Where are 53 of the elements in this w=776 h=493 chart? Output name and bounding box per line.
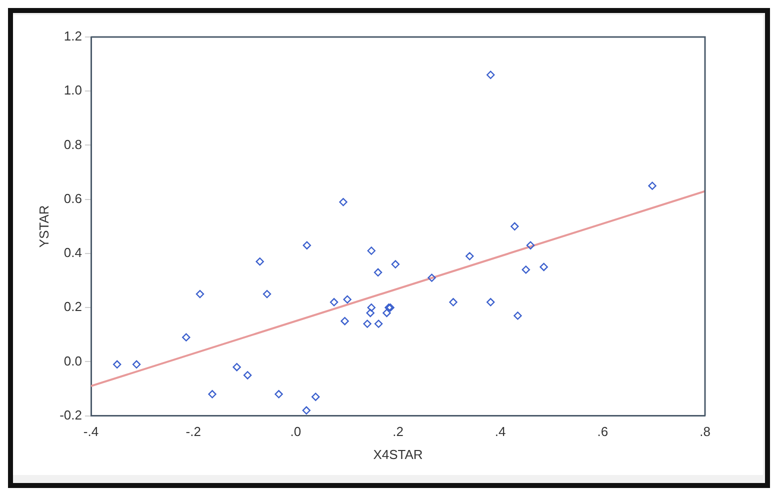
point: [367, 303, 376, 312]
point: [374, 320, 383, 328]
y-tick-label: 0.8: [64, 136, 82, 152]
point: [330, 298, 338, 306]
point: [382, 308, 391, 318]
point: [648, 182, 656, 190]
x-tick-label: .6: [597, 424, 608, 440]
y-tick-label: 0.0: [64, 353, 82, 368]
point: [540, 262, 548, 272]
x-tick-label: -.2: [186, 424, 201, 440]
x-tick-label: .4: [494, 424, 506, 440]
y-tick-label: -0.2: [60, 407, 82, 422]
point: [302, 241, 312, 250]
point: [232, 362, 241, 372]
point: [466, 252, 474, 260]
point: [374, 268, 382, 276]
point: [514, 312, 522, 320]
point: [312, 392, 320, 401]
y-tick-label: 0.4: [64, 245, 82, 260]
y-tick-label: 1.2: [64, 28, 82, 44]
point: [428, 274, 436, 282]
x-tick-label: .0: [290, 424, 302, 440]
x-axis-title: X4STAR: [373, 446, 423, 462]
point: [367, 246, 376, 255]
x-tick-label: .8: [700, 424, 710, 440]
point: [486, 298, 495, 306]
point: [182, 333, 190, 342]
point: [340, 317, 349, 326]
point: [256, 257, 264, 266]
point: [302, 406, 311, 414]
x-tick-label: .2: [392, 424, 404, 440]
point: [262, 290, 272, 298]
point: [243, 371, 252, 380]
y-axis-title: YSTAR: [36, 205, 52, 248]
point: [339, 198, 348, 206]
point: [391, 260, 400, 268]
y-tick-label: 1.0: [64, 82, 82, 98]
point: [522, 266, 530, 274]
point: [196, 290, 204, 298]
point: [112, 360, 122, 368]
point: [486, 70, 495, 79]
x-tick-label: -.4: [83, 424, 99, 440]
point: [208, 390, 216, 398]
point: [132, 360, 141, 368]
point: [526, 241, 535, 250]
point: [366, 308, 374, 318]
y-tick-label: 0.2: [64, 299, 82, 314]
point: [343, 295, 352, 304]
y-tick-label: 0.6: [64, 190, 82, 206]
point: [274, 390, 283, 398]
point: [449, 298, 458, 306]
point: [363, 320, 372, 328]
point: [510, 222, 519, 230]
